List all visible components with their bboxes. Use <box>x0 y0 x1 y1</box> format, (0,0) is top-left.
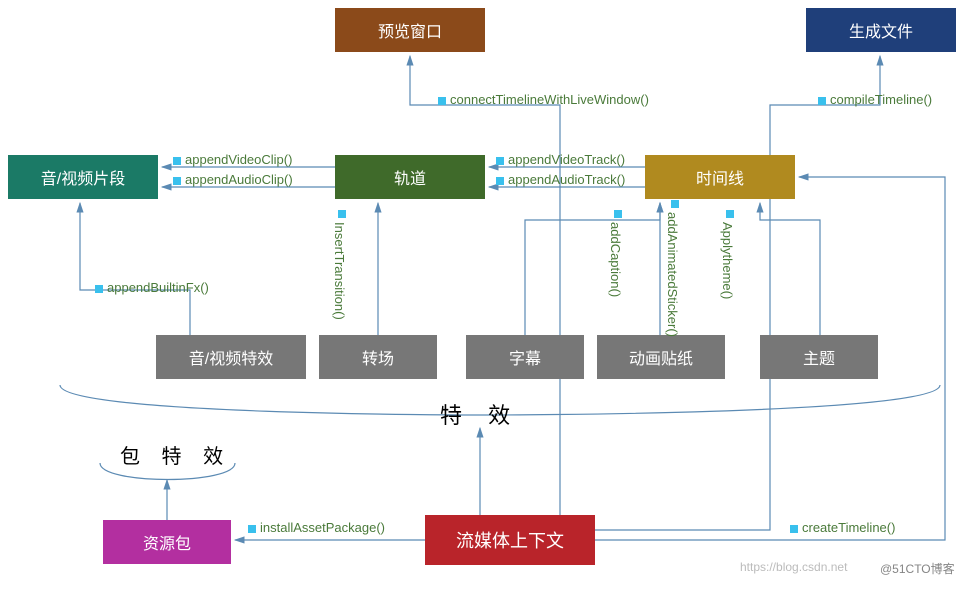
bullet-icon <box>671 200 679 208</box>
bullet-icon <box>496 177 504 185</box>
label-effects-section: 特 效 <box>440 398 520 430</box>
bullet-icon <box>95 285 103 293</box>
label-install-asset-package: installAssetPackage() <box>248 520 385 535</box>
bullet-icon <box>790 525 798 533</box>
label-compile-timeline: compileTimeline() <box>818 92 932 107</box>
node-generate: 生成文件 <box>806 8 956 52</box>
label-add-caption: addCaption() <box>608 210 623 297</box>
bullet-icon <box>614 210 622 218</box>
bullet-icon <box>173 177 181 185</box>
watermark-csdn: https://blog.csdn.net <box>740 560 847 574</box>
label-connect-timeline: connectTimelineWithLiveWindow() <box>438 92 649 107</box>
bullet-icon <box>818 97 826 105</box>
node-transition: 转场 <box>319 335 437 379</box>
node-streaming-context: 流媒体上下文 <box>425 515 595 565</box>
bullet-icon <box>338 210 346 218</box>
node-fx: 音/视频特效 <box>156 335 306 379</box>
bullet-icon <box>248 525 256 533</box>
bullet-icon <box>726 210 734 218</box>
bullet-icon <box>496 157 504 165</box>
label-append-builtin-fx: appendBuiltinFx() <box>95 280 209 295</box>
label-append-audio-clip: appendAudioClip() <box>173 172 293 187</box>
bullet-icon <box>438 97 446 105</box>
label-append-audio-track: appendAudioTrack() <box>496 172 625 187</box>
node-asset-package: 资源包 <box>103 520 231 564</box>
label-insert-transition: InsertTransition() <box>332 210 347 320</box>
bullet-icon <box>173 157 181 165</box>
node-track: 轨道 <box>335 155 485 199</box>
label-add-animated-sticker: addAnimatedSticker() <box>665 200 680 337</box>
label-package-effects-section: 包 特 效 <box>120 440 231 469</box>
label-apply-theme: Applytheme() <box>720 210 735 299</box>
node-clip: 音/视频片段 <box>8 155 158 199</box>
node-caption: 字幕 <box>466 335 584 379</box>
node-theme: 主题 <box>760 335 878 379</box>
watermark-51cto: @51CTO博客 <box>880 560 955 577</box>
label-create-timeline: createTimeline() <box>790 520 895 535</box>
label-append-video-clip: appendVideoClip() <box>173 152 292 167</box>
node-preview: 预览窗口 <box>335 8 485 52</box>
node-sticker: 动画贴纸 <box>597 335 725 379</box>
label-append-video-track: appendVideoTrack() <box>496 152 625 167</box>
node-timeline: 时间线 <box>645 155 795 199</box>
diagram-edges <box>0 0 967 600</box>
